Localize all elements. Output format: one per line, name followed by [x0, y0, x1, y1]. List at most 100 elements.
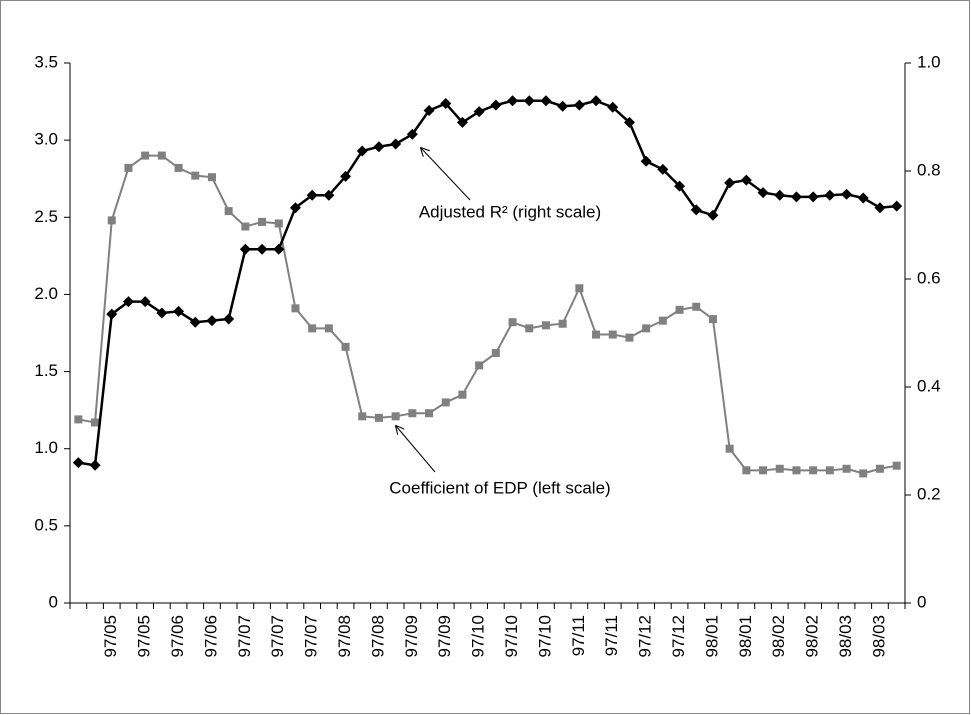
marker [525, 324, 534, 333]
marker [491, 349, 500, 358]
x-tick-label: 97/10 [469, 615, 488, 658]
marker [557, 100, 569, 112]
marker [274, 219, 283, 228]
marker [373, 141, 385, 153]
marker [341, 342, 350, 351]
marker [256, 243, 268, 255]
x-tick-label: 98/02 [803, 615, 822, 658]
marker [523, 95, 535, 107]
marker [540, 95, 552, 107]
y-tick-label: 3.0 [34, 130, 58, 149]
marker [824, 189, 836, 201]
marker [508, 318, 517, 327]
marker [725, 444, 734, 453]
marker [291, 304, 300, 313]
x-tick-label: 97/05 [135, 615, 154, 658]
marker [891, 200, 903, 212]
y-tick-label: 2.5 [34, 207, 58, 226]
marker [174, 163, 183, 172]
marker [857, 192, 869, 204]
marker [189, 316, 201, 328]
marker [623, 116, 635, 128]
marker [239, 243, 251, 255]
marker [323, 189, 335, 201]
x-tick-label: 97/06 [168, 615, 187, 658]
annotation: Adjusted R² (right scale) [419, 202, 601, 221]
marker [740, 174, 752, 186]
marker [356, 145, 368, 157]
x-tick-label: 97/08 [368, 615, 387, 658]
x-tick-label: 97/08 [335, 615, 354, 658]
y-tick-label: 3.5 [34, 52, 58, 71]
y-tick-label: 1.0 [34, 438, 58, 457]
y2-tick-label: 1.0 [917, 52, 941, 71]
y2-tick-label: 0.4 [917, 376, 941, 395]
marker [841, 188, 853, 200]
marker [742, 466, 751, 475]
marker [91, 418, 100, 427]
marker [106, 308, 118, 320]
marker [558, 319, 567, 328]
marker [473, 106, 485, 118]
marker [675, 305, 684, 314]
x-tick-label: 97/07 [268, 615, 287, 658]
marker [141, 151, 150, 160]
marker [273, 243, 285, 255]
annotation-arrow [396, 426, 436, 473]
marker [72, 457, 84, 469]
marker [440, 98, 452, 109]
marker [608, 330, 617, 339]
marker [507, 95, 519, 107]
marker [207, 173, 216, 182]
x-tick-label: 97/10 [535, 615, 554, 658]
marker [759, 466, 768, 475]
marker [792, 466, 801, 475]
marker [757, 187, 769, 199]
marker [790, 191, 802, 203]
marker [390, 138, 402, 150]
marker [157, 151, 166, 160]
marker [173, 305, 185, 317]
marker [775, 464, 784, 473]
marker [206, 315, 218, 327]
marker [425, 409, 434, 418]
annotation: Coefficient of EDP (left scale) [389, 478, 610, 497]
marker [358, 412, 367, 421]
marker [592, 330, 601, 339]
marker [122, 296, 134, 308]
marker [191, 171, 200, 180]
marker [874, 202, 886, 214]
y2-tick-label: 0.2 [917, 484, 941, 503]
marker [642, 324, 651, 333]
marker [640, 155, 652, 167]
marker [258, 217, 267, 226]
marker [406, 128, 418, 140]
marker [139, 296, 151, 308]
marker [89, 459, 101, 471]
marker [475, 361, 484, 370]
marker [223, 313, 235, 325]
marker [657, 163, 669, 175]
x-tick-label: 98/01 [702, 615, 721, 658]
marker [241, 222, 250, 231]
x-tick-label: 97/11 [602, 615, 621, 656]
marker [774, 189, 786, 201]
marker [308, 324, 317, 333]
x-tick-label: 97/06 [201, 615, 220, 658]
x-tick-label: 98/03 [836, 615, 855, 658]
y2-tick-label: 0.6 [917, 268, 941, 287]
x-tick-label: 97/05 [101, 615, 120, 658]
x-tick-label: 97/09 [402, 615, 421, 658]
y-tick-label: 0 [49, 592, 58, 611]
y-tick-label: 2.0 [34, 284, 58, 303]
marker [324, 324, 333, 333]
annotation-arrow [421, 148, 471, 201]
marker [541, 321, 550, 330]
marker [590, 95, 602, 107]
x-tick-label: 97/12 [669, 615, 688, 658]
marker [842, 464, 851, 473]
x-tick-label: 97/12 [636, 615, 655, 658]
x-tick-label: 97/11 [569, 615, 588, 656]
